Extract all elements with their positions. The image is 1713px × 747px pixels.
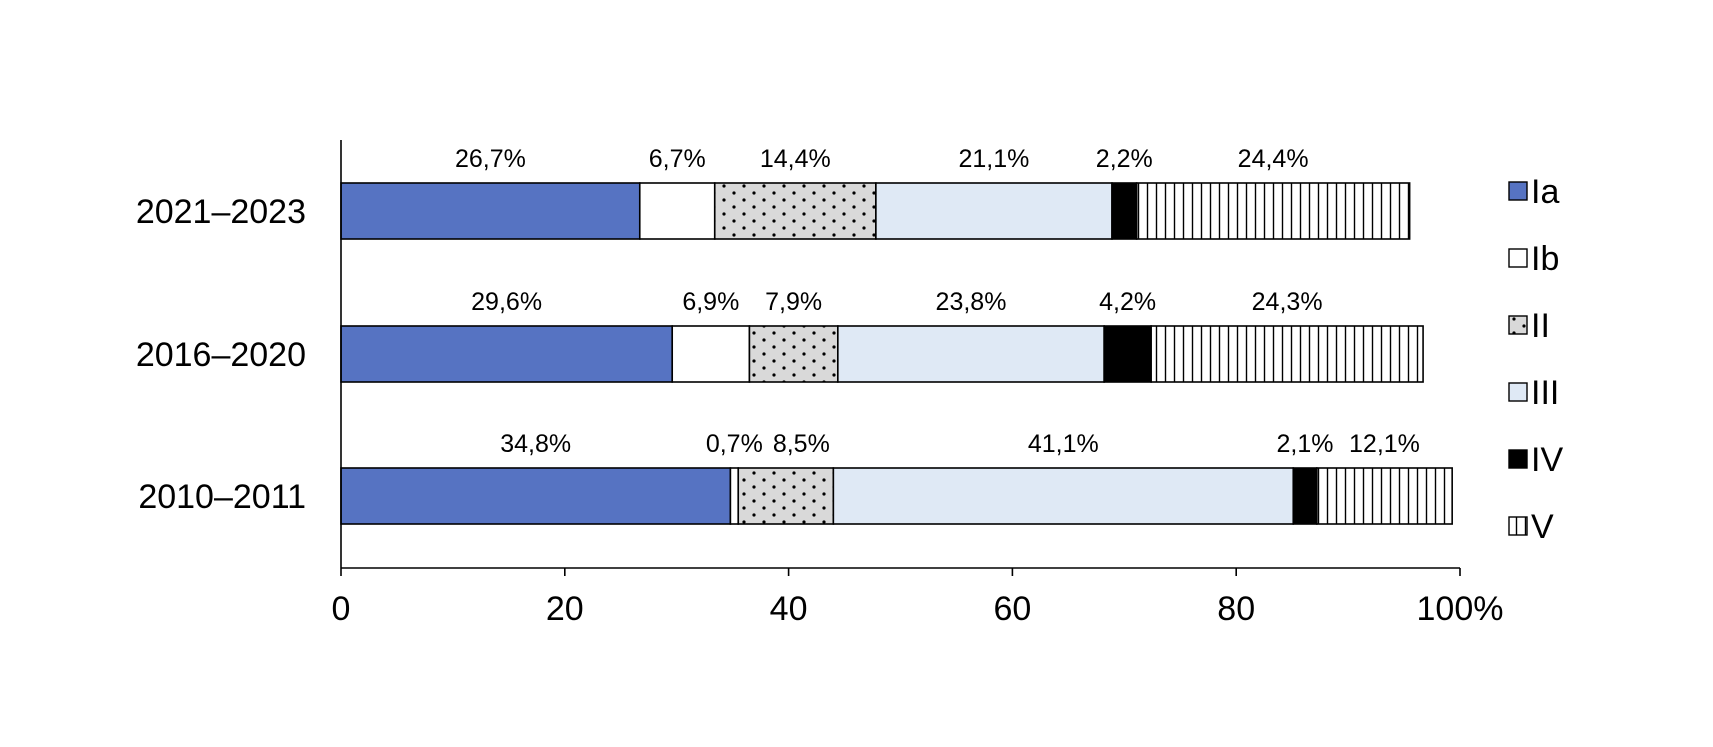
- legend-swatch-iii: [1508, 382, 1528, 402]
- data-label-ib-2: 6,9%: [682, 288, 739, 316]
- legend-swatch-ii: [1508, 315, 1528, 335]
- bar-iii-1: [875, 182, 1113, 240]
- bar-ia-2: [340, 325, 674, 383]
- x-tick-label-20: 20: [546, 590, 584, 628]
- data-label-v-3: 12,1%: [1349, 430, 1420, 458]
- data-label-iv-1: 2,2%: [1096, 145, 1153, 173]
- data-label-v-2: 24,3%: [1252, 288, 1323, 316]
- x-tick-label-80: 80: [1217, 590, 1255, 628]
- bar-ib-2: [671, 325, 751, 383]
- data-label-iv-3: 2,1%: [1277, 430, 1334, 458]
- legend-label-ib: Ib: [1531, 240, 1559, 278]
- legend-label-v: V: [1531, 508, 1554, 546]
- bar-iv-2: [1103, 325, 1152, 383]
- data-label-iii-1: 21,1%: [958, 145, 1029, 173]
- bar-v-2: [1150, 325, 1424, 383]
- data-label-ia-2: 29,6%: [471, 288, 542, 316]
- x-tick-label-100: 100%: [1417, 590, 1504, 628]
- data-label-ib-1: 6,7%: [649, 145, 706, 173]
- bar-v-3: [1315, 467, 1453, 525]
- data-label-v-1: 24,4%: [1238, 145, 1309, 173]
- data-label-iii-2: 23,8%: [936, 288, 1007, 316]
- bar-ia-1: [340, 182, 641, 240]
- x-tick-label-0: 0: [332, 590, 351, 628]
- bar-ii-2: [748, 325, 839, 383]
- bar-ii-1: [713, 182, 877, 240]
- x-tick-label-40: 40: [770, 590, 808, 628]
- bar-iv-3: [1292, 467, 1318, 525]
- bar-ib-3: [729, 467, 740, 525]
- legend-swatch-v: [1508, 516, 1528, 536]
- data-label-iii-3: 41,1%: [1028, 430, 1099, 458]
- bar-iii-3: [832, 467, 1295, 525]
- bar-ib-1: [638, 182, 716, 240]
- bar-ii-3: [737, 467, 835, 525]
- legend-label-iii: III: [1531, 374, 1559, 412]
- bar-iv-1: [1111, 182, 1138, 240]
- data-label-iv-2: 4,2%: [1099, 288, 1156, 316]
- bar-v-1: [1135, 182, 1411, 240]
- data-label-ib-3: 0,7%: [706, 430, 763, 458]
- bar-ia-3: [340, 467, 732, 525]
- data-label-ia-3: 34,8%: [500, 430, 571, 458]
- legend-swatch-iv: [1508, 449, 1528, 469]
- category-label-1: 2021–2023: [136, 193, 306, 231]
- category-label-2: 2016–2020: [136, 336, 306, 374]
- legend-label-ii: II: [1531, 307, 1550, 345]
- data-label-ii-3: 8,5%: [773, 430, 830, 458]
- legend-swatch-ib: [1508, 248, 1528, 268]
- legend-swatch-ia: [1508, 181, 1528, 201]
- bar-iii-2: [837, 325, 1105, 383]
- legend-label-iv: IV: [1531, 441, 1563, 479]
- x-tick-label-60: 60: [993, 590, 1031, 628]
- data-label-ii-2: 7,9%: [765, 288, 822, 316]
- category-label-3: 2010–2011: [138, 478, 306, 516]
- legend-label-ia: Ia: [1531, 173, 1559, 211]
- data-label-ia-1: 26,7%: [455, 145, 526, 173]
- data-label-ii-1: 14,4%: [760, 145, 831, 173]
